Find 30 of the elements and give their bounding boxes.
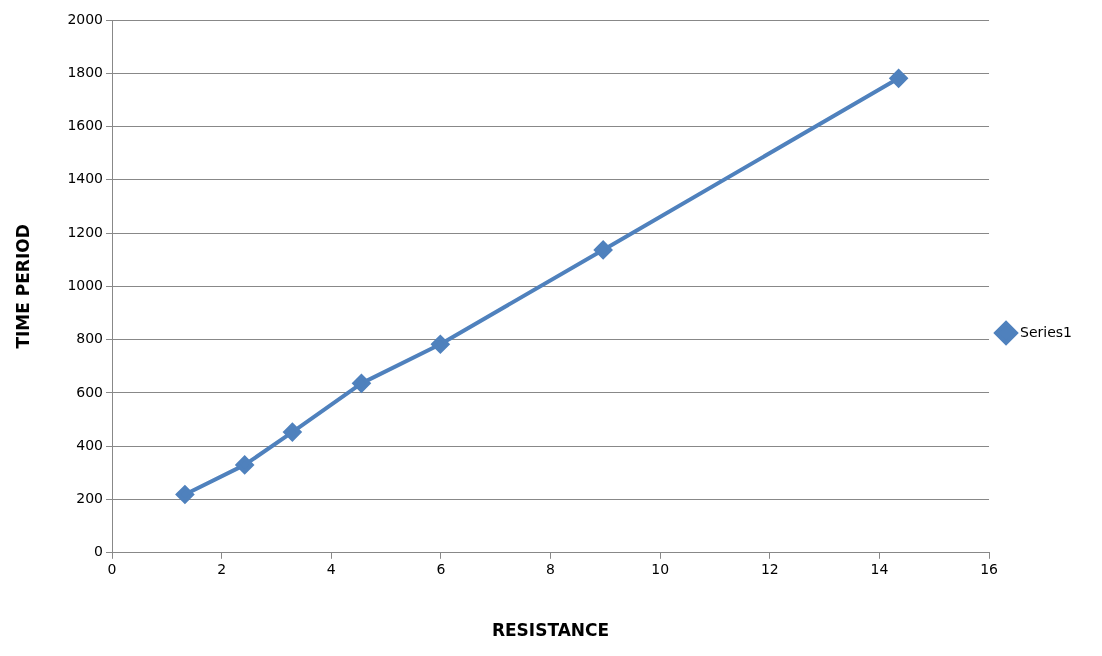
y-tick-label: 800	[76, 330, 104, 347]
y-tick-label: 400	[76, 436, 104, 453]
y-tick-label: 1000	[67, 277, 104, 294]
point	[235, 455, 254, 474]
point	[283, 423, 302, 442]
x-tick-label: 4	[326, 560, 336, 577]
x-tick-label: 16	[980, 560, 999, 577]
y-tick-label: 2000	[67, 10, 104, 27]
point	[889, 69, 908, 88]
x-tick-label: 8	[546, 560, 555, 577]
y-tick-label: 1600	[67, 117, 104, 134]
point	[594, 240, 613, 259]
y-tick-label: 600	[76, 383, 104, 400]
x-axis-title: RESISTANCE	[491, 620, 610, 641]
y-axis-title: TIME PERIOD	[12, 224, 33, 349]
y-tick-label: 0	[94, 543, 104, 560]
legend-label: Series1	[1020, 323, 1073, 340]
x-tick-label: 10	[651, 560, 670, 577]
y-tick-label: 1200	[67, 223, 104, 240]
x-tick-label: 6	[436, 560, 446, 577]
x-tick-label: 0	[107, 560, 117, 577]
x-tick-label: 12	[760, 560, 779, 577]
y-tick-label: 200	[76, 490, 104, 507]
point	[431, 335, 450, 354]
point	[352, 374, 371, 393]
point	[175, 485, 194, 504]
y-tick-label: 1400	[67, 170, 104, 187]
x-tick-label: 2	[217, 560, 227, 577]
x-tick-label: 14	[870, 560, 889, 577]
y-tick-label: 1800	[67, 63, 104, 80]
